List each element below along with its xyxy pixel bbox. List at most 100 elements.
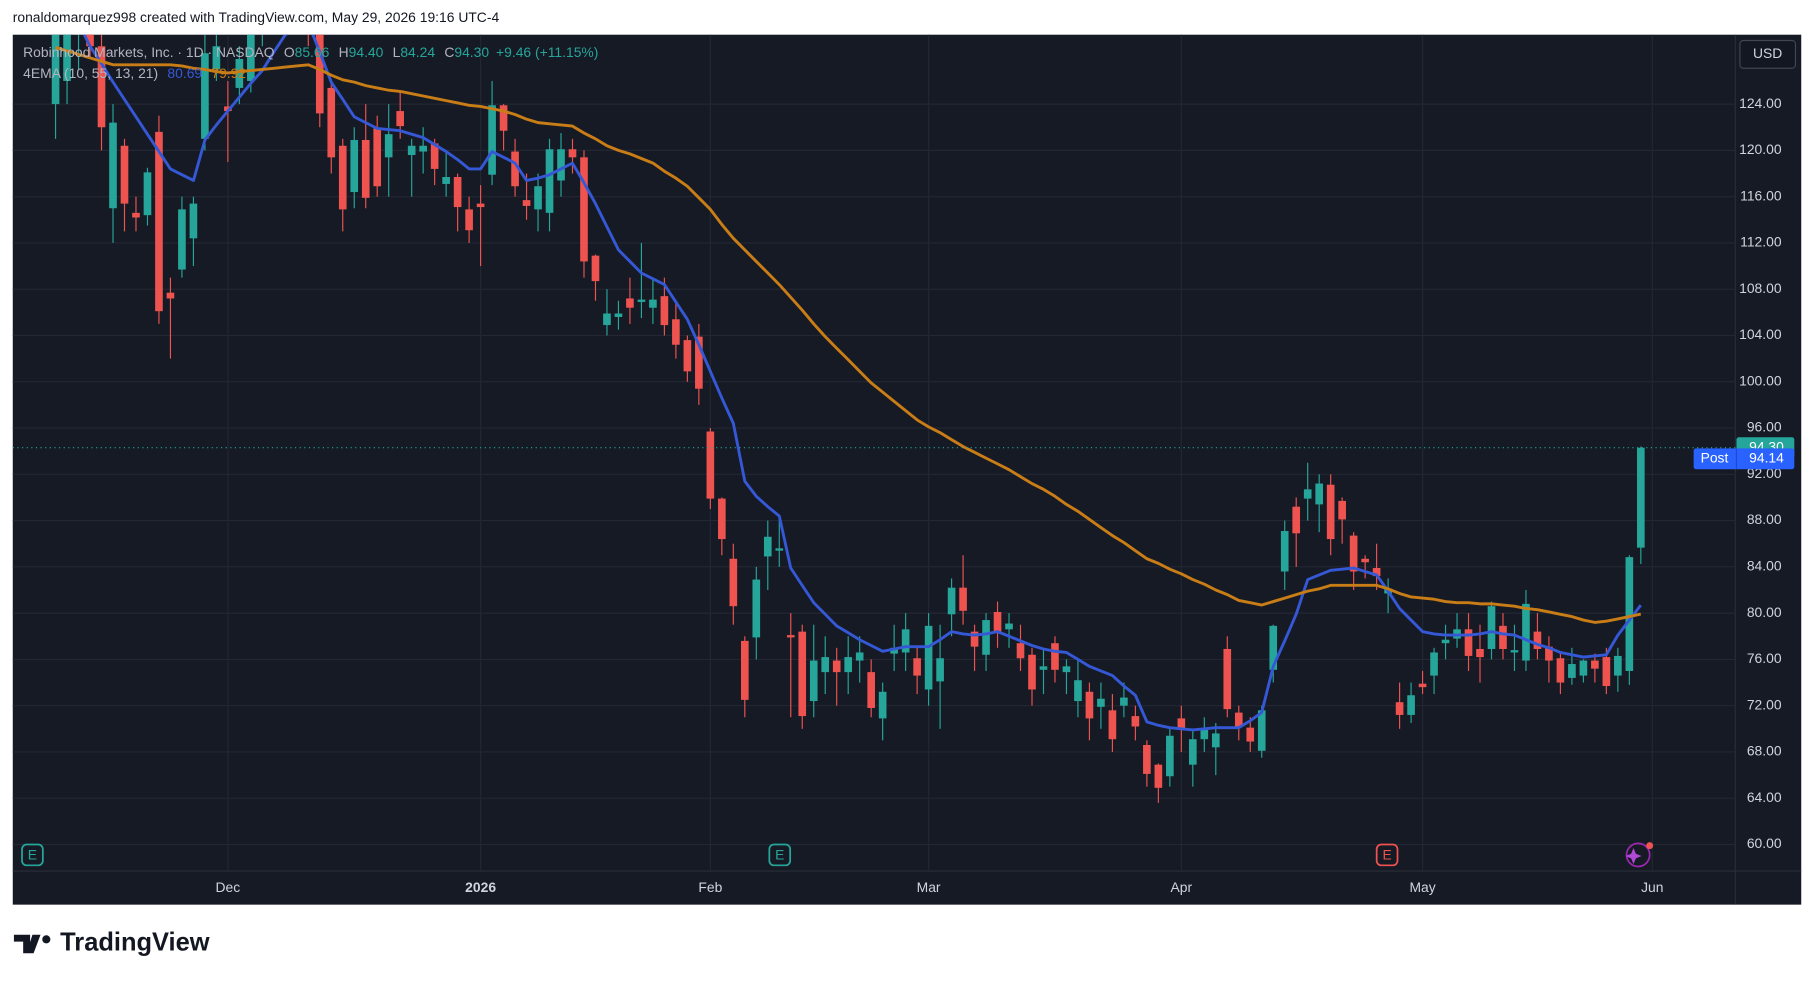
candle-body <box>1211 733 1220 748</box>
candle-body <box>1200 729 1209 740</box>
candle-body <box>1074 680 1082 702</box>
ohlc-value: 94.40 <box>349 44 384 60</box>
sparkle <box>1625 847 1642 865</box>
candle-body <box>1349 535 1358 572</box>
candle-body <box>511 151 519 187</box>
candle-body <box>568 149 577 158</box>
event-icon <box>1375 843 1399 867</box>
candle-body <box>729 558 738 607</box>
candle-body <box>1568 664 1576 678</box>
candle-body <box>603 313 611 326</box>
candle-body <box>832 660 841 673</box>
candle-body <box>143 172 152 216</box>
candle-body <box>798 631 807 717</box>
candle-body <box>201 53 209 139</box>
candle-body <box>591 255 600 282</box>
candle-body <box>97 46 106 128</box>
candle-body <box>901 629 910 653</box>
y-tick-label: 108.00 <box>1739 280 1782 296</box>
x-tick-label: Apr <box>1171 879 1193 895</box>
candle-body <box>132 212 140 218</box>
candle-body <box>1223 648 1232 710</box>
y-tick-label: 100.00 <box>1739 372 1782 388</box>
ohlc-key: L <box>393 44 401 60</box>
candle-body <box>1315 483 1323 505</box>
candle-body <box>338 145 347 210</box>
candle-body <box>1326 484 1335 540</box>
candle-body <box>1269 625 1278 670</box>
candle-body <box>580 157 588 262</box>
candle-body <box>1131 716 1140 727</box>
event-icon <box>768 843 792 867</box>
symbol: Robinhood Markets, Inc. · 1D · NASDAQ <box>23 44 275 60</box>
candle-body <box>1522 603 1530 661</box>
candle-body <box>178 209 186 270</box>
candle-body <box>442 176 450 184</box>
candle-body <box>384 134 393 158</box>
y-tick-label: 112.00 <box>1740 234 1782 250</box>
candle-body <box>120 145 129 204</box>
candle-body <box>1372 568 1381 577</box>
candle-body <box>419 145 427 152</box>
candle-body <box>1407 695 1415 715</box>
candle-body <box>361 139 370 198</box>
event-label: E <box>775 847 784 863</box>
event-label: E <box>28 847 37 863</box>
y-tick-label: 120.00 <box>1739 141 1782 157</box>
candle-body <box>545 149 554 213</box>
ohlc-value: 84.24 <box>400 44 435 60</box>
candle-body <box>993 611 1002 632</box>
event-label: E <box>1382 847 1391 863</box>
x-tick-label: 2026 <box>465 879 496 895</box>
candle-body <box>166 292 175 299</box>
candle-body <box>1556 658 1565 683</box>
candle-body <box>1016 643 1025 659</box>
y-tick-label: 80.00 <box>1747 604 1782 620</box>
candle-body <box>1120 697 1128 706</box>
legend: Robinhood Markets, Inc. · 1D · NASDAQ O85… <box>23 44 598 60</box>
ohlc-key: H <box>339 44 349 60</box>
ohlc-value: 94.30 <box>454 44 489 60</box>
candle-body <box>855 652 864 661</box>
candle-body <box>959 587 967 611</box>
change: +9.46 (+11.15%) <box>496 44 598 60</box>
candle-body <box>1441 639 1450 644</box>
x-tick-label: Dec <box>216 879 241 895</box>
candle-body <box>649 299 657 308</box>
candle-body <box>1166 735 1174 777</box>
candle-body <box>63 34 71 81</box>
candle-body <box>763 536 772 557</box>
candle-body <box>637 299 646 302</box>
candle-body <box>1280 530 1289 572</box>
candle-body <box>626 298 634 308</box>
candle-body <box>522 200 531 206</box>
sparkle-icon <box>1625 842 1651 868</box>
y-tick-label: 88.00 <box>1747 511 1782 527</box>
x-tick-label: Jun <box>1641 879 1663 895</box>
candle-body <box>936 658 944 682</box>
post-name: Post <box>1701 449 1729 465</box>
candle-body <box>407 145 416 156</box>
sparkle-dot <box>1646 842 1654 850</box>
candle-body <box>315 34 324 114</box>
candle-body <box>396 111 405 127</box>
candle-body <box>706 431 715 499</box>
candle-body <box>695 336 703 389</box>
candle-body <box>1418 683 1427 688</box>
candle-body <box>924 625 933 690</box>
y-tick-label: 68.00 <box>1747 743 1782 759</box>
candle-body <box>913 658 921 676</box>
y-tick-label: 84.00 <box>1747 558 1782 574</box>
y-tick-label: 72.00 <box>1747 696 1782 712</box>
y-tick-label: 64.00 <box>1747 789 1782 805</box>
candle-body <box>1051 643 1059 670</box>
candle-body <box>718 498 726 540</box>
candle-body <box>1234 712 1243 727</box>
candle-body <box>453 176 462 208</box>
candle-body <box>867 672 875 708</box>
candle-body <box>1533 631 1542 649</box>
currency-box <box>1739 39 1797 69</box>
candle-body <box>1499 625 1507 649</box>
